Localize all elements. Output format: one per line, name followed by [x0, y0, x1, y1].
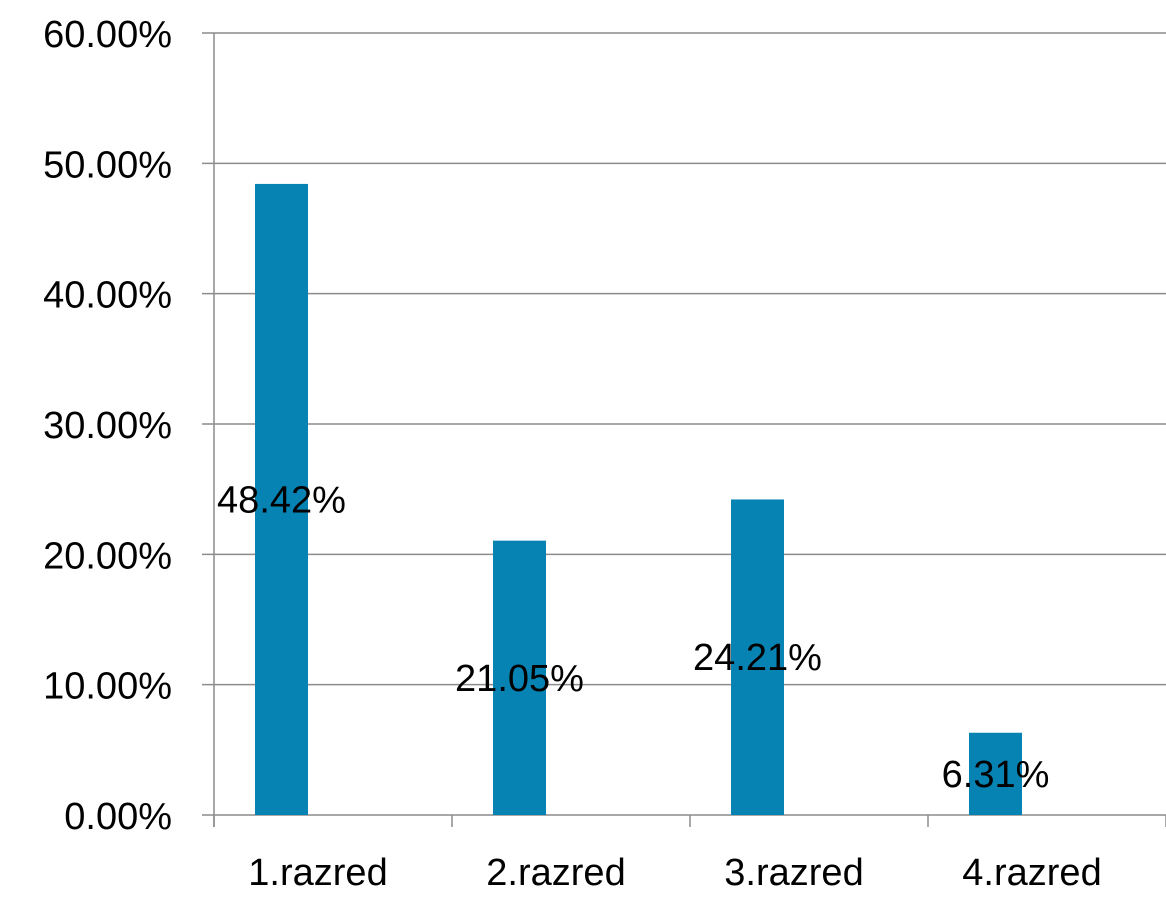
x-tick-label: 1.razred: [248, 852, 387, 894]
bar: [493, 540, 546, 815]
y-tick-label: 0.00%: [64, 796, 172, 838]
y-tick-label: 50.00%: [43, 144, 172, 186]
data-label: 24.21%: [693, 637, 822, 679]
x-tick-label: 4.razred: [962, 852, 1101, 894]
axes: [202, 33, 1166, 827]
y-tick-label: 30.00%: [43, 405, 172, 447]
data-label: 21.05%: [455, 658, 584, 700]
x-tick-label: 3.razred: [724, 852, 863, 894]
y-tick-label: 60.00%: [43, 14, 172, 56]
bar: [255, 183, 308, 815]
gridlines: [202, 32, 1166, 686]
y-tick-label: 10.00%: [43, 666, 172, 708]
bar: [731, 499, 784, 815]
y-tick-labels: 0.00% 10.00% 20.00% 30.00% 40.00% 50.00% 60.00…: [43, 14, 172, 838]
data-label: 48.42%: [217, 479, 346, 521]
bar: [969, 732, 1022, 815]
y-tick-label: 40.00%: [43, 275, 172, 317]
x-tick-label: 2.razred: [486, 852, 625, 894]
bars: [255, 183, 1022, 815]
data-labels: 48.42% 21.05% 24.21% 6.31%: [217, 479, 1049, 795]
y-tick-label: 20.00%: [43, 535, 172, 577]
x-tick-labels: 1.razred 2.razred 3.razred 4.razred: [248, 852, 1101, 894]
data-label: 6.31%: [942, 754, 1050, 796]
